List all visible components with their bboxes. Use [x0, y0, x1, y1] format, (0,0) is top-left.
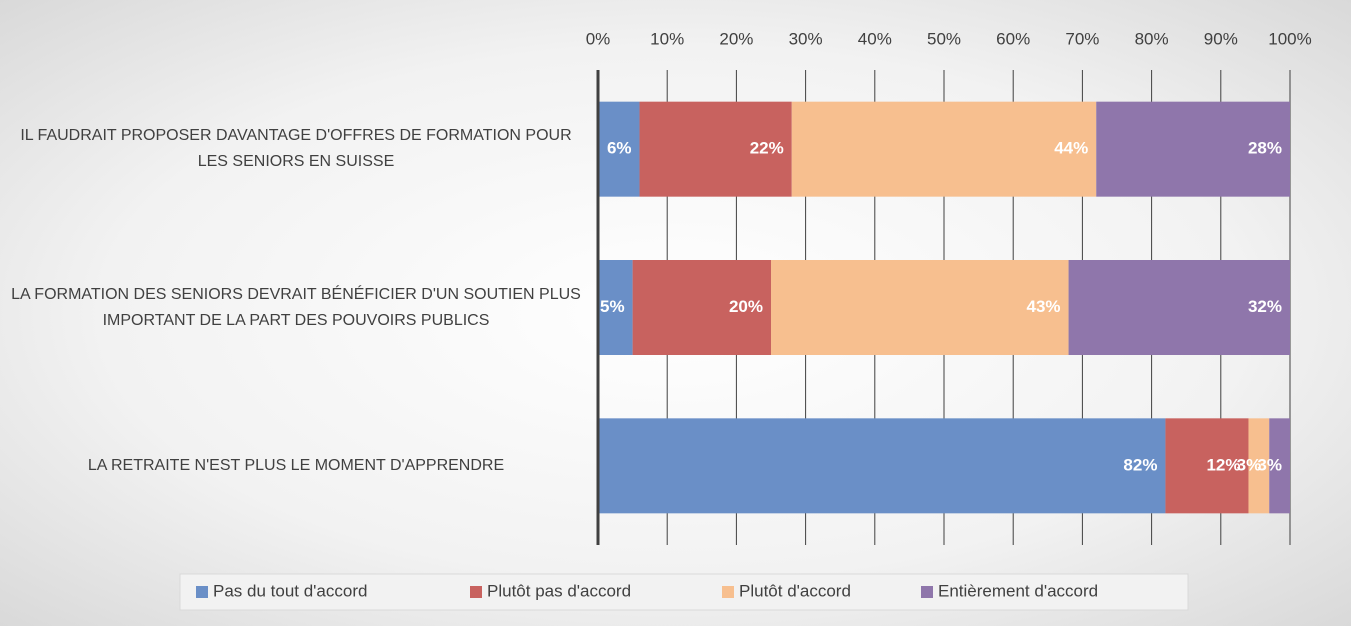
legend-label: Plutôt pas d'accord — [487, 581, 631, 600]
legend-swatch — [921, 586, 933, 598]
x-tick-label: 60% — [996, 29, 1030, 48]
bar-segment — [1248, 418, 1270, 514]
bar-segment — [771, 260, 1069, 355]
x-tick-label: 80% — [1135, 29, 1169, 48]
x-tick-label: 20% — [719, 29, 753, 48]
bar-segment — [791, 101, 1097, 197]
data-label: 20% — [729, 297, 763, 316]
data-label: 32% — [1248, 297, 1282, 316]
x-tick-label: 10% — [650, 29, 684, 48]
bar-segment — [1068, 260, 1290, 355]
x-tick-label: 30% — [789, 29, 823, 48]
data-label: 3% — [1257, 455, 1282, 474]
legend-swatch — [722, 586, 734, 598]
legend-swatch — [196, 586, 208, 598]
data-label: 43% — [1027, 297, 1061, 316]
legend-box — [179, 573, 1189, 611]
data-label: 82% — [1123, 455, 1157, 474]
data-label: 6% — [607, 139, 632, 158]
data-label: 28% — [1248, 139, 1282, 158]
bar-segment — [1269, 418, 1290, 514]
bar-segment — [1165, 418, 1249, 514]
x-tick-label: 0% — [586, 29, 611, 48]
bar-segment — [639, 101, 792, 197]
category-label: LA RETRAITE N'EST PLUS LE MOMENT D'APPRE… — [87, 456, 505, 474]
bar-segment — [1096, 101, 1290, 197]
category-label: IL FAUDRAIT PROPOSER DAVANTAGE D'OFFRES … — [20, 127, 572, 171]
bar-segment — [598, 260, 633, 355]
data-label: 22% — [750, 139, 784, 158]
data-label: 12% — [1206, 455, 1240, 474]
x-tick-label: 40% — [858, 29, 892, 48]
legend-label: Pas du tout d'accord — [213, 581, 367, 600]
bar-segment — [632, 260, 771, 355]
category-label: LA FORMATION DES SENIORS DEVRAIT BÉNÉFIC… — [11, 285, 581, 329]
bar-segment — [598, 418, 1166, 514]
x-tick-label: 100% — [1268, 29, 1311, 48]
data-label: 44% — [1054, 139, 1088, 158]
legend-swatch — [470, 586, 482, 598]
legend-label: Plutôt d'accord — [739, 581, 851, 600]
data-label: 3% — [1237, 455, 1262, 474]
data-label: 5% — [600, 297, 625, 316]
x-tick-label: 50% — [927, 29, 961, 48]
x-tick-label: 70% — [1065, 29, 1099, 48]
bar-segment — [598, 101, 640, 197]
x-tick-label: 90% — [1204, 29, 1238, 48]
legend-label: Entièrement d'accord — [938, 581, 1098, 600]
